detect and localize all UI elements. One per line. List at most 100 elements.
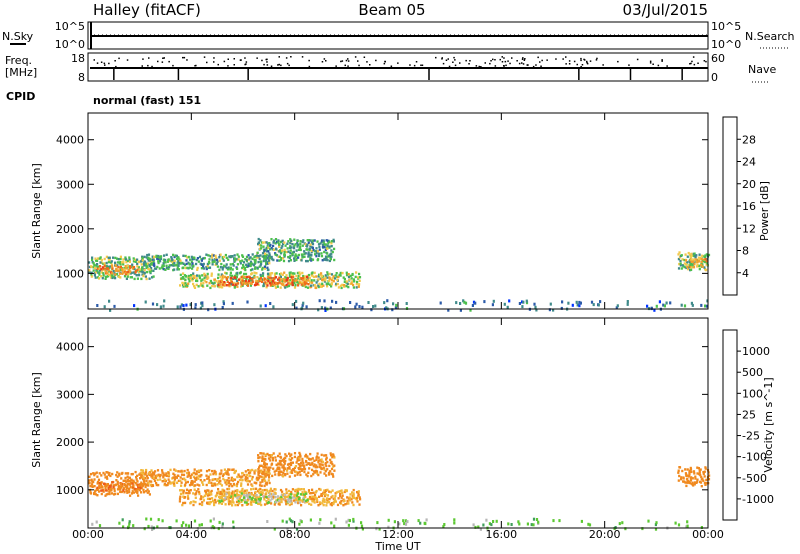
heatmap-cell: [207, 475, 210, 478]
heatmap-cell: [240, 495, 243, 498]
heatmap-cell: [337, 490, 340, 493]
heatmap-cell: [146, 253, 149, 257]
heatmap-cell: [90, 265, 93, 268]
heatmap-cell: [329, 452, 332, 455]
heatmap-cell: [316, 240, 319, 243]
heatmap-cell: [114, 261, 117, 264]
heatmap-cell: [549, 302, 552, 306]
heatmap-cell: [179, 489, 182, 492]
heatmap-cell: [321, 499, 324, 503]
heatmap-cell: [263, 265, 266, 268]
heatmap-cell: [126, 478, 129, 481]
heatmap-cell: [274, 473, 277, 476]
heatmap-cell: [297, 463, 300, 466]
heatmap-cell: [88, 271, 91, 274]
heatmap-cell: [301, 303, 304, 307]
heatmap-cell: [201, 503, 204, 507]
heatmap-cell: [264, 259, 268, 262]
heatmap-cell: [321, 259, 324, 262]
freq-point: [256, 57, 258, 59]
heatmap-cell: [310, 458, 313, 461]
heatmap-cell: [315, 464, 318, 467]
heatmap-cell: [270, 502, 273, 505]
heatmap-cell: [326, 488, 329, 492]
heatmap-cell: [225, 483, 228, 486]
heatmap-cell: [103, 264, 106, 267]
heatmap-cell: [89, 492, 93, 495]
heatmap-cell: [330, 252, 333, 255]
heatmap-cell: [276, 285, 279, 288]
freq-point: [168, 60, 170, 63]
freq-point: [580, 59, 582, 62]
heatmap-cell: [328, 245, 331, 248]
heatmap-cell: [323, 492, 326, 495]
heatmap-cell: [303, 467, 307, 471]
heatmap-cell: [203, 279, 206, 282]
heatmap-cell: [265, 481, 268, 484]
heatmap-cell: [336, 278, 339, 282]
heatmap-cell: [158, 256, 161, 259]
heatmap-cell: [701, 254, 704, 257]
heatmap-cell: [317, 459, 320, 462]
heatmap-cell: [241, 259, 244, 262]
freq-point: [390, 65, 393, 67]
heatmap-cell: [295, 299, 298, 303]
heatmap-cell: [321, 463, 324, 467]
heatmap-cell: [213, 501, 216, 504]
heatmap-cell: [98, 273, 101, 276]
heatmap-cell: [687, 251, 690, 255]
heatmap-cell: [302, 276, 305, 280]
heatmap-cell: [201, 278, 204, 281]
heatmap-cell: [128, 256, 131, 259]
heatmap-cell: [534, 305, 537, 309]
heatmap-cell: [358, 283, 361, 286]
freq-point: [415, 61, 418, 63]
heatmap-cell: [221, 274, 224, 277]
heatmap-cell: [182, 266, 185, 269]
heatmap-cell: [267, 272, 270, 275]
heatmap-cell: [157, 483, 160, 487]
heatmap-cell: [291, 461, 294, 464]
heatmap-cell: [326, 468, 329, 471]
heatmap-cell: [213, 281, 216, 284]
heatmap-cell: [288, 493, 291, 496]
heatmap-cell: [284, 496, 287, 499]
heatmap-cell: [267, 457, 271, 460]
heatmap-cell: [291, 520, 294, 524]
heatmap-cell: [317, 504, 320, 507]
heatmap-cell: [112, 256, 115, 259]
heatmap-cell: [247, 281, 250, 285]
heatmap-cell: [295, 258, 298, 262]
freq-point: [576, 63, 578, 66]
heatmap-cell: [230, 495, 233, 498]
heatmap-cell: [125, 260, 128, 264]
heatmap-cell: [208, 502, 211, 506]
heatmap-cell: [272, 467, 275, 470]
heatmap-cell: [311, 241, 314, 244]
heatmap-cell: [96, 480, 100, 484]
freq-point: [537, 56, 539, 59]
heatmap-cell: [284, 276, 287, 279]
heatmap-cell: [144, 470, 148, 474]
heatmap-cell: [333, 247, 336, 251]
heatmap-cell: [219, 266, 222, 269]
y-tick-label: 1000: [56, 267, 84, 280]
heatmap-cell: [447, 308, 450, 312]
freq-point: [151, 65, 153, 68]
heatmap-cell: [188, 483, 192, 487]
heatmap-cell: [290, 239, 293, 242]
heatmap-cell: [278, 243, 281, 246]
heatmap-cell: [150, 480, 153, 483]
freq-point: [505, 64, 507, 67]
heatmap-cell: [229, 496, 232, 499]
heatmap-cell: [135, 274, 138, 277]
heatmap-cell: [324, 463, 327, 466]
heatmap-cell: [267, 470, 270, 473]
heatmap-cell: [132, 260, 135, 263]
heatmap-cell: [297, 487, 300, 491]
heatmap-cell: [121, 484, 124, 488]
heatmap-cell: [218, 502, 221, 505]
heatmap-cell: [173, 482, 176, 485]
heatmap-cell: [272, 283, 275, 286]
heatmap-cell: [102, 471, 105, 475]
